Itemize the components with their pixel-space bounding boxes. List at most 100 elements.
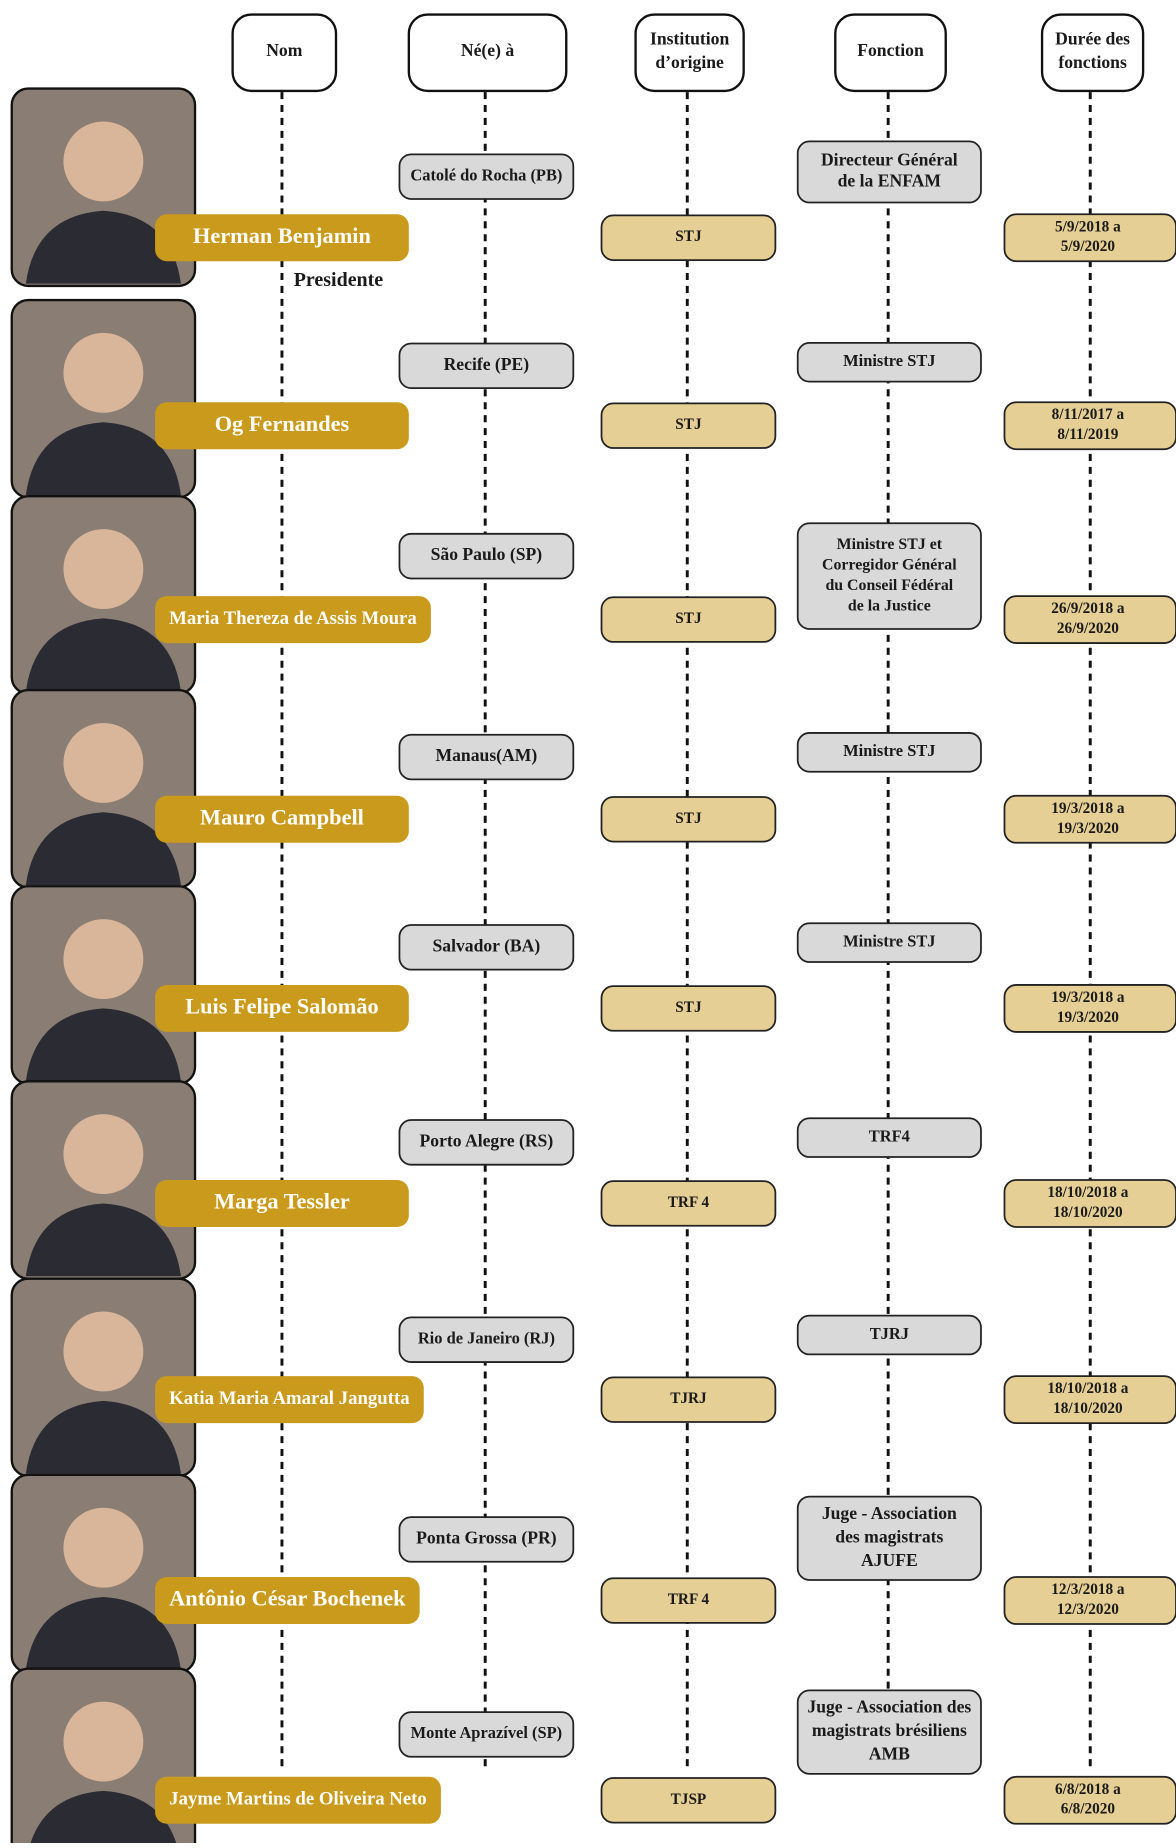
- birthplace-box: [398, 924, 575, 971]
- function-text: AJUFE: [861, 1550, 918, 1570]
- term-text: 5/9/2018 a: [1055, 218, 1121, 235]
- function-text: magistrats brésiliens: [812, 1720, 967, 1740]
- person-note: Presidente: [294, 269, 384, 291]
- term-text: 18/10/2018 a: [1047, 1184, 1128, 1201]
- function-text: Ministre STJ: [843, 931, 935, 950]
- institution-box: [600, 1376, 777, 1423]
- term-text: 19/3/2018 a: [1051, 800, 1125, 817]
- institution-box: [600, 985, 777, 1032]
- function-text: du Conseil Fédéral: [825, 577, 953, 594]
- person-name: Mauro Campbell: [200, 804, 364, 829]
- institution-box: [600, 214, 777, 261]
- term-box: [1003, 1576, 1176, 1625]
- header-text: Nom: [266, 40, 303, 60]
- function-text: des magistrats: [835, 1526, 943, 1546]
- name-pill: [155, 1577, 420, 1625]
- institution-box: [600, 402, 777, 449]
- birthplace-box: [398, 342, 575, 390]
- institution-box: [600, 796, 777, 843]
- term-box: [1003, 595, 1176, 644]
- birthplace: Ponta Grossa (PR): [416, 1528, 557, 1548]
- institution: STJ: [675, 999, 702, 1016]
- term-text: 8/11/2019: [1057, 426, 1118, 443]
- person-name: Marga Tessler: [214, 1189, 350, 1214]
- function-box: [796, 922, 982, 963]
- function-box: [796, 522, 982, 630]
- function-text: Juge - Association des: [807, 1697, 971, 1717]
- name-pill: [155, 402, 409, 450]
- photo-head: [63, 1507, 144, 1588]
- person-name: Maria Thereza de Assis Moura: [169, 608, 417, 629]
- term-text: 19/3/2020: [1057, 820, 1119, 837]
- institution-box: [600, 1777, 777, 1824]
- institution-box: [600, 1577, 777, 1624]
- photo-head: [63, 1311, 144, 1392]
- person-name: Antônio César Bochenek: [169, 1586, 406, 1611]
- term-box: [1003, 1775, 1176, 1825]
- photo-body: [25, 1400, 181, 1474]
- birthplace-box: [398, 733, 575, 781]
- function-box: [796, 732, 982, 773]
- function-text: Ministre STJ: [843, 741, 935, 760]
- function-box: [796, 140, 982, 204]
- institution: STJ: [675, 610, 702, 627]
- function-box: [796, 1314, 982, 1356]
- birthplace: Porto Alegre (RS): [420, 1130, 554, 1150]
- institution: STJ: [675, 228, 702, 245]
- header-text: Né(e) à: [461, 40, 514, 60]
- function-text: TJRJ: [870, 1324, 909, 1343]
- photo-head: [63, 1114, 144, 1195]
- function-text: Ministre STJ et: [837, 536, 943, 553]
- photo-body: [25, 210, 181, 284]
- photo-head: [63, 1701, 144, 1782]
- term-box: [1003, 984, 1176, 1033]
- birthplace: Recife (PE): [444, 354, 530, 374]
- term-text: 5/9/2020: [1061, 238, 1116, 255]
- name-pill: [155, 214, 409, 262]
- term-box: [1003, 401, 1176, 451]
- birthplace-box: [398, 532, 575, 580]
- institution: TJSP: [671, 1791, 707, 1808]
- header-box: [1040, 13, 1145, 93]
- term-text: 19/3/2020: [1057, 1009, 1119, 1026]
- photo-body: [25, 1597, 181, 1670]
- birthplace-box: [398, 1516, 575, 1563]
- birthplace-box: [398, 1711, 575, 1758]
- institution-box: [600, 1180, 777, 1227]
- term-text: 26/9/2020: [1057, 620, 1119, 637]
- term-text: 18/10/2018 a: [1047, 1380, 1128, 1397]
- institution: TRF 4: [668, 1591, 710, 1608]
- birthplace: São Paulo (SP): [431, 544, 543, 564]
- function-text: de la ENFAM: [838, 171, 942, 191]
- term-box: [1003, 1375, 1176, 1425]
- term-text: 6/8/2018 a: [1055, 1781, 1121, 1798]
- header-text: Fonction: [857, 40, 924, 60]
- term-box: [1003, 1179, 1176, 1228]
- person-name: Og Fernandes: [215, 411, 350, 436]
- function-text: TRF4: [869, 1126, 910, 1145]
- function-text: Directeur Général: [821, 149, 958, 169]
- term-text: 6/8/2020: [1061, 1801, 1116, 1818]
- birthplace-box: [398, 1316, 575, 1363]
- header-box: [634, 13, 745, 93]
- photo-body: [25, 1008, 181, 1082]
- birthplace-box: [398, 1119, 575, 1166]
- name-pill: [155, 1376, 424, 1424]
- name-pill: [155, 596, 431, 644]
- function-box: [796, 1495, 982, 1581]
- photo-head: [63, 332, 144, 413]
- term-text: 8/11/2017 a: [1052, 406, 1125, 423]
- institution: STJ: [675, 416, 702, 433]
- function-text: de la Justice: [848, 598, 931, 615]
- institution: TJRJ: [670, 1390, 707, 1407]
- institution: STJ: [675, 810, 702, 827]
- term-text: 12/3/2020: [1057, 1601, 1119, 1618]
- photo-body: [25, 618, 181, 692]
- function-box: [796, 1689, 982, 1775]
- birthplace: Salvador (BA): [432, 935, 540, 955]
- photo-body: [25, 1203, 181, 1277]
- birthplace: Manaus(AM): [436, 745, 538, 765]
- term-box: [1003, 794, 1176, 844]
- photo-body: [25, 812, 181, 886]
- header-text: d’origine: [655, 52, 724, 72]
